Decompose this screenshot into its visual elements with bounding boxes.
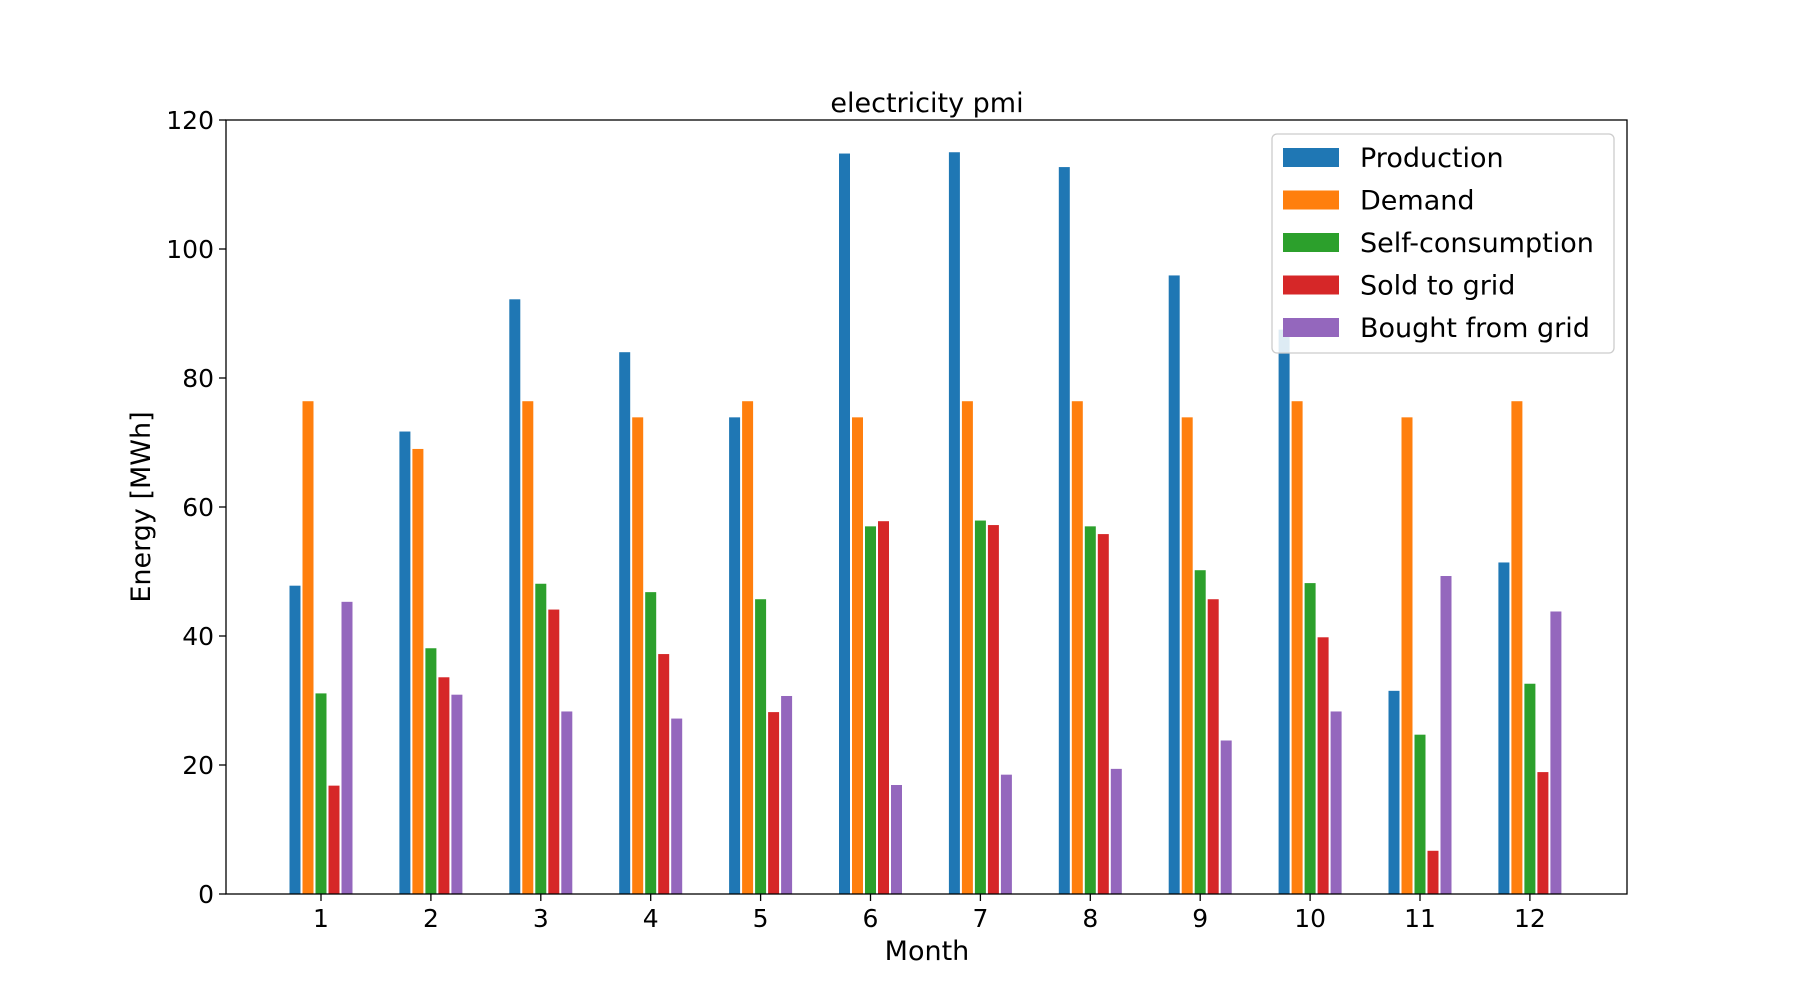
x-tick-label: 6 [863,904,879,933]
bar-self-consumption-11 [1414,734,1426,894]
bar-demand-2 [412,448,424,894]
bar-production-11 [1388,690,1400,894]
bar-production-1 [289,585,301,894]
bar-sold-to-grid-2 [438,677,450,894]
legend-label-production: Production [1360,143,1504,174]
y-tick-label: 120 [166,106,214,135]
bar-demand-4 [632,417,644,894]
x-tick-label: 1 [313,904,329,933]
bar-production-9 [1168,275,1180,894]
bar-bought-from-grid-2 [451,694,463,894]
chart-title: electricity pmi [830,88,1023,119]
bar-sold-to-grid-7 [987,525,999,894]
x-tick-label: 7 [972,904,988,933]
bar-production-2 [399,431,411,894]
bar-sold-to-grid-6 [878,521,889,894]
bar-bought-from-grid-7 [1000,774,1012,894]
legend-label-sold-to-grid: Sold to grid [1360,271,1515,302]
x-tick-label: 9 [1192,904,1208,933]
legend-label-bought-from-grid: Bought from grid [1360,313,1590,344]
bar-bought-from-grid-5 [781,695,793,894]
legend-swatch-production [1283,148,1339,167]
x-axis-label: Month [885,936,970,967]
legend-label-self-consumption: Self-consumption [1360,228,1594,259]
bar-production-4 [619,352,631,894]
bar-bought-from-grid-4 [671,718,683,894]
bar-demand-6 [852,417,863,894]
bar-self-consumption-6 [865,526,876,894]
bar-self-consumption-10 [1304,583,1316,894]
x-tick-label: 11 [1404,904,1436,933]
bar-self-consumption-9 [1194,570,1206,894]
bar-demand-5 [742,401,754,894]
bar-self-consumption-1 [315,693,327,894]
bar-sold-to-grid-4 [658,654,670,894]
x-tick-label: 2 [423,904,439,933]
bar-demand-1 [302,401,314,894]
x-tick-label: 10 [1294,904,1326,933]
x-tick-label: 5 [753,904,769,933]
y-axis: 0 20 40 60 80 100 120 [166,106,226,909]
y-tick-label: 100 [166,235,214,264]
bars-layer [289,152,1562,895]
bar-bought-from-grid-6 [891,785,902,894]
bar-demand-12 [1511,401,1523,894]
bar-sold-to-grid-3 [548,609,560,894]
x-tick-label: 8 [1082,904,1098,933]
bar-demand-7 [961,401,973,894]
bar-self-consumption-2 [425,648,437,894]
bar-production-12 [1498,562,1510,894]
bar-sold-to-grid-10 [1317,637,1329,894]
legend-box [1271,133,1615,354]
bar-production-6 [839,153,850,895]
x-axis: 1 2 3 4 5 6 7 8 9 10 11 12 [313,894,1546,933]
x-tick-label: 3 [533,904,549,933]
bar-bought-from-grid-11 [1440,576,1452,894]
bar-self-consumption-5 [755,599,767,894]
y-axis-label: Energy [MWh] [126,411,157,602]
bar-demand-9 [1181,417,1193,894]
bar-bought-from-grid-9 [1220,740,1232,894]
bar-demand-10 [1291,401,1303,894]
bar-production-8 [1058,167,1070,894]
bar-demand-11 [1401,417,1413,894]
y-tick-label: 80 [182,364,214,393]
bar-production-5 [729,417,741,894]
x-tick-label: 4 [643,904,659,933]
bar-self-consumption-4 [645,592,657,894]
bar-self-consumption-8 [1084,526,1096,894]
y-tick-label: 40 [182,622,214,651]
bar-bought-from-grid-10 [1330,711,1342,894]
bar-sold-to-grid-8 [1097,534,1109,894]
y-tick-label: 60 [182,493,214,522]
legend-swatch-bought-from-grid [1283,318,1339,337]
bar-production-7 [948,152,960,894]
bar-demand-3 [522,401,534,894]
bar-production-10 [1278,329,1290,895]
bar-demand-8 [1071,401,1083,894]
bar-bought-from-grid-3 [561,711,573,894]
bar-sold-to-grid-12 [1537,772,1549,894]
bar-sold-to-grid-11 [1427,850,1439,894]
bar-production-3 [509,299,521,894]
bar-sold-to-grid-1 [328,785,340,894]
bar-bought-from-grid-1 [341,601,353,894]
y-tick-label: 20 [182,751,214,780]
bar-self-consumption-3 [535,583,547,894]
bar-sold-to-grid-9 [1207,599,1219,894]
legend-swatch-self-consumption [1283,233,1339,252]
x-tick-label: 12 [1514,904,1546,933]
bar-self-consumption-7 [974,520,986,894]
legend-swatch-demand [1283,190,1339,210]
bar-self-consumption-12 [1524,683,1536,894]
legend: Production Demand Self-consumption Sold to … [1271,133,1615,354]
legend-swatch-sold-to-grid [1283,275,1339,295]
bar-sold-to-grid-5 [768,712,780,894]
bar-bought-from-grid-12 [1550,611,1562,894]
y-tick-label: 0 [198,880,214,909]
bar-bought-from-grid-8 [1110,768,1122,894]
legend-label-demand: Demand [1360,186,1475,217]
